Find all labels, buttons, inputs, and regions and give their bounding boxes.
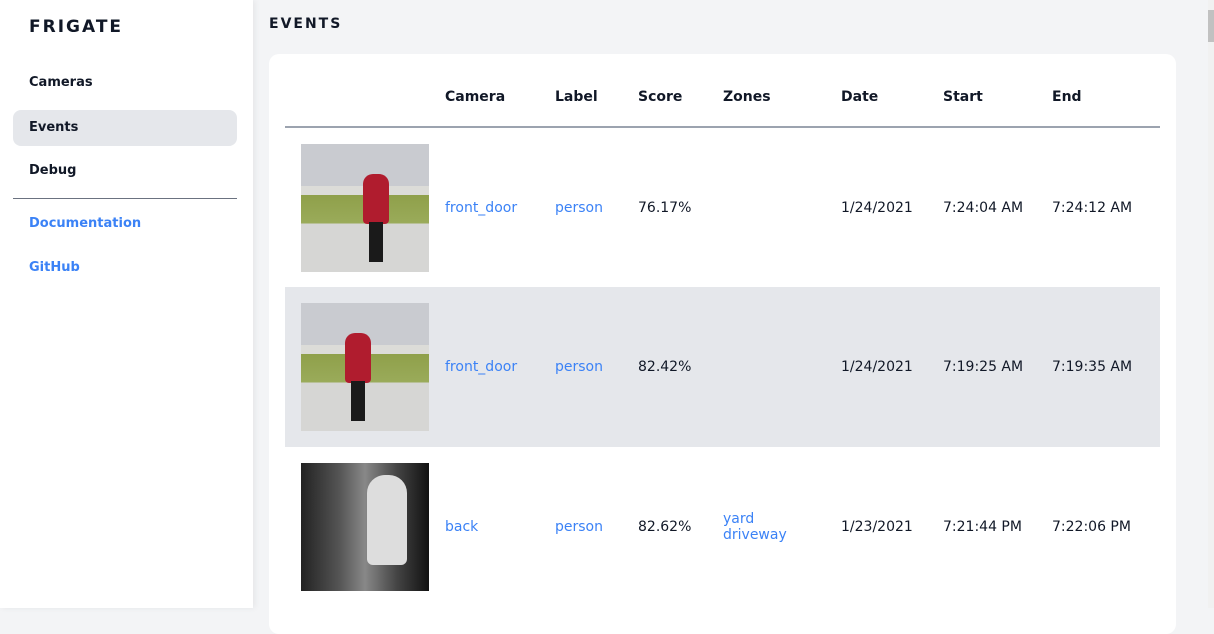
event-thumbnail[interactable] [301,463,429,591]
label-link[interactable]: person [555,359,603,375]
sidebar-link-documentation[interactable]: Documentation [29,216,142,231]
header-thumbnail [285,54,445,128]
score: 76.17% [638,199,692,216]
header-date: Date [841,54,943,128]
app-logo[interactable]: FRIGATE [29,17,124,37]
event-thumbnail[interactable] [301,303,429,431]
zone-link[interactable]: yard [723,511,755,527]
header-camera: Camera [445,54,555,128]
start-time: 7:19:25 AM [943,287,1052,447]
page-title: EVENTS [269,16,343,32]
start-time: 7:21:44 PM [943,519,1022,535]
sidebar: FRIGATE Cameras Events Debug Documentati… [0,0,253,608]
scrollbar[interactable] [1208,0,1214,608]
label-link[interactable]: person [555,519,603,535]
zones: yard driveway [723,447,841,607]
camera-link[interactable]: back [445,519,479,535]
header-start: Start [943,54,1052,128]
sidebar-item-debug[interactable]: Debug [29,163,77,178]
events-card: Camera Label Score Zones Date Start End … [269,54,1176,634]
table-row[interactable]: back person 82.62% yard driveway 1/23/202… [285,447,1160,607]
event-thumbnail[interactable] [301,143,429,272]
header-label: Label [555,54,638,128]
scrollbar-thumb[interactable] [1208,10,1214,42]
table-header: Camera Label Score Zones Date Start End [285,54,1160,128]
start-time: 7:24:04 AM [943,199,1024,216]
date: 1/23/2021 [841,519,913,535]
sidebar-item-cameras[interactable]: Cameras [29,75,93,90]
end-time: 7:22:06 PM [1052,519,1131,535]
date: 1/24/2021 [841,287,943,447]
end-time: 7:19:35 AM [1052,287,1160,447]
header-score: Score [638,54,723,128]
zones [723,287,841,447]
date: 1/24/2021 [841,199,913,216]
header-zones: Zones [723,54,841,128]
score: 82.62% [638,519,692,535]
label-link[interactable]: person [555,199,603,216]
camera-link[interactable]: front_door [445,359,518,375]
events-table: Camera Label Score Zones Date Start End … [285,54,1160,607]
zones [723,127,841,287]
sidebar-divider [13,198,237,199]
end-time: 7:24:12 AM [1052,199,1133,216]
table-row[interactable]: front_door person 76.17% 1/24/2021 7:24:… [285,127,1160,287]
sidebar-item-events[interactable]: Events [13,110,237,146]
zone-link[interactable]: driveway [723,527,787,543]
table-row[interactable]: front_door person 82.42% 1/24/2021 7:19:… [285,287,1160,447]
camera-link[interactable]: front_door [445,199,518,216]
header-end: End [1052,54,1160,128]
sidebar-link-github[interactable]: GitHub [29,260,80,275]
score: 82.42% [638,287,723,447]
